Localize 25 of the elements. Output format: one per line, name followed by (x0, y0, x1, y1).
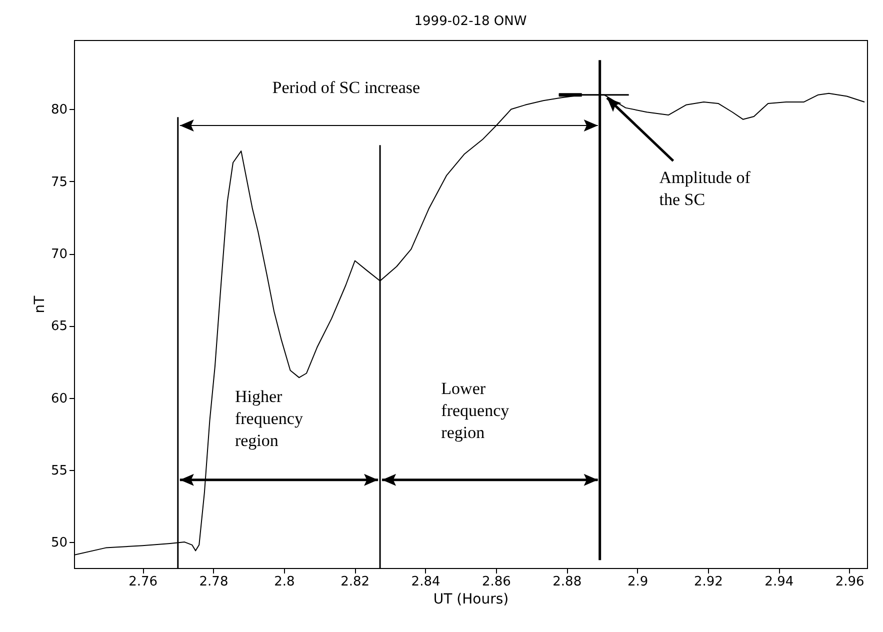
y-tick-label: 80 (50, 102, 68, 118)
x-tick-label: 2.86 (482, 574, 511, 590)
annotation: Period of SC increase (272, 78, 420, 98)
y-tick-label: 55 (50, 463, 68, 478)
y-tick-label: 70 (50, 247, 68, 262)
annotation: Higher frequency region (234, 387, 304, 450)
x-tick-label: 2.76 (128, 574, 158, 590)
x-tick-label: 2.78 (199, 574, 228, 590)
annotation: Amplitude of the SC (659, 168, 751, 209)
x-tick-label: 2.84 (411, 574, 440, 590)
x-tick-label: 2.92 (694, 574, 723, 590)
x-tick-label: 2.8 (274, 574, 295, 590)
x-tick-label: 2.9 (627, 574, 648, 590)
y-tick-label: 50 (50, 536, 68, 551)
x-tick-label: 2.94 (764, 574, 794, 590)
x-tick-label: 2.88 (552, 574, 582, 590)
y-axis-title: nT (32, 295, 48, 314)
y-tick-label: 60 (50, 391, 68, 406)
x-tick-label: 2.96 (835, 574, 864, 590)
chart-title: 1999-02-18 ONW (414, 14, 527, 29)
y-tick-label: 65 (50, 319, 68, 334)
annotation: Lower frequency region (441, 379, 510, 442)
x-tick-label: 2.82 (340, 574, 370, 590)
y-tick-label: 75 (50, 174, 68, 190)
x-axis-title: UT (Hours) (433, 592, 509, 608)
